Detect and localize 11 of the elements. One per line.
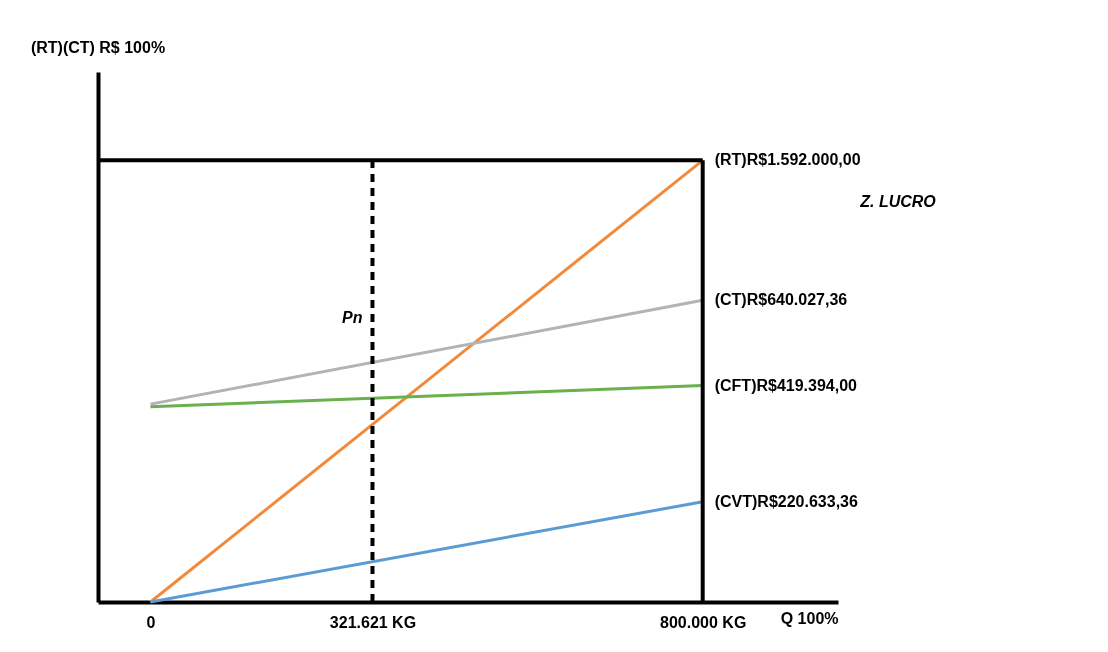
x-tick-label: 321.621 KG (329, 613, 417, 631)
x-tick-label: 800.000 KG (660, 613, 747, 631)
series-label: (RT)R$1.592.000,00 (714, 151, 861, 169)
ref-line-label: Pn (342, 309, 363, 326)
x-tick-label: 0 (146, 613, 156, 631)
text: (RT)(CT) R$ 100% (30, 39, 166, 56)
series-label: (CFT)R$419.394,00 (714, 376, 858, 394)
series-label: (CT)R$640.027,36 (714, 291, 848, 309)
text: Z. LUCRO (859, 193, 937, 210)
series-label: (CVT)R$220.633,36 (714, 492, 858, 510)
x-axis-title: Q 100% (780, 609, 839, 627)
